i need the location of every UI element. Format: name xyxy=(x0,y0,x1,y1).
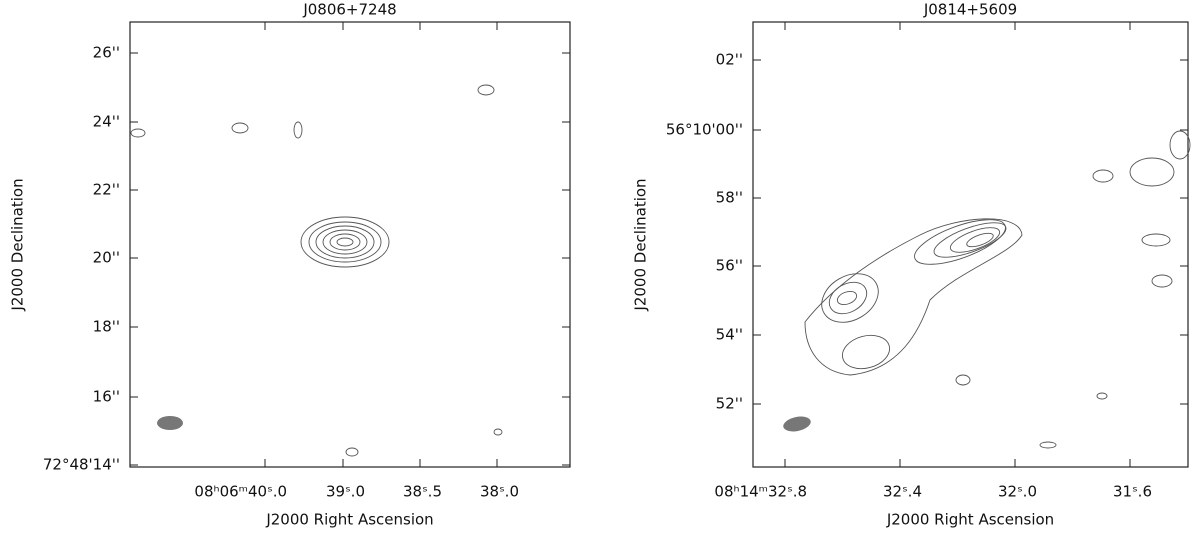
y-tick-label: 56°10'00'' xyxy=(666,121,743,139)
y-tick-label: 02'' xyxy=(716,51,743,69)
y-axis-label: J2000 Declination xyxy=(632,178,650,311)
x-tick-label: 08ʰ14ᵐ32ˢ.8 xyxy=(714,483,807,501)
y-tick-label: 56'' xyxy=(716,257,743,275)
y-tick-label: 58'' xyxy=(716,189,743,207)
y-tick-label: 52'' xyxy=(716,395,743,413)
panel-title: J0806+7248 xyxy=(302,1,396,19)
x-tick-label: 31ˢ.6 xyxy=(1113,483,1152,501)
x-tick-label: 39ˢ.0 xyxy=(326,483,365,501)
x-tick-label: 38ˢ.0 xyxy=(480,483,519,501)
x-tick-label: 32ˢ.0 xyxy=(998,483,1037,501)
beam xyxy=(783,416,811,432)
y-tick-label: 20'' xyxy=(93,249,120,267)
x-axis-label: J2000 Right Ascension xyxy=(886,511,1054,529)
x-axis-label: J2000 Right Ascension xyxy=(265,511,433,529)
panel-frame xyxy=(129,21,571,468)
y-tick-label: 18'' xyxy=(93,318,120,336)
panel-frame xyxy=(752,21,1189,468)
y-tick-label: 72°48'14'' xyxy=(43,456,120,474)
y-tick-label: 54'' xyxy=(716,326,743,344)
x-tick-label: 08ʰ06ᵐ40ˢ.0 xyxy=(194,483,287,501)
panel-title: J0814+5609 xyxy=(923,1,1017,19)
beam xyxy=(157,416,183,430)
y-axis-label: J2000 Declination xyxy=(9,178,27,311)
y-tick-label: 26'' xyxy=(93,44,120,62)
x-tick-label: 32ˢ.4 xyxy=(883,483,922,501)
contours xyxy=(130,84,1191,457)
y-tick-label: 24'' xyxy=(93,113,120,131)
x-tick-label: 38ˢ.5 xyxy=(403,483,442,501)
y-tick-label: 16'' xyxy=(93,388,120,406)
y-tick-label: 22'' xyxy=(93,181,120,199)
